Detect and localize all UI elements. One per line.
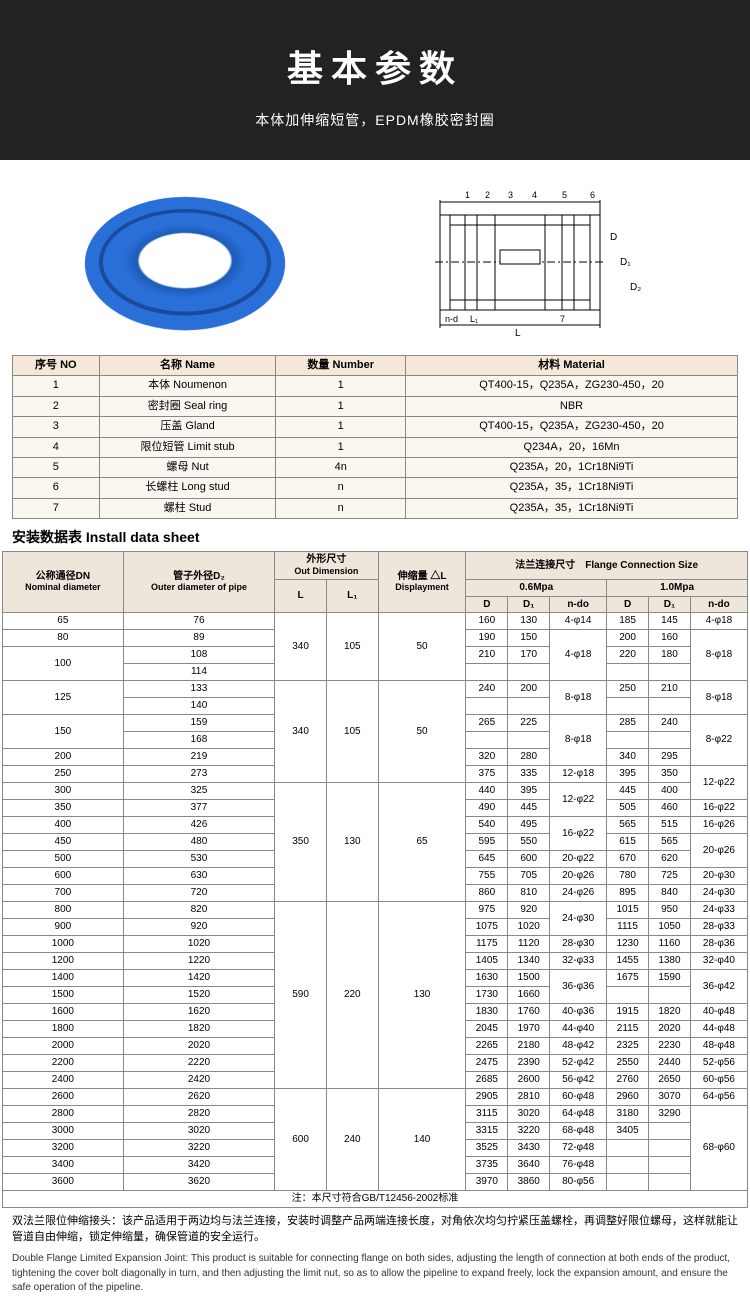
svg-text:7: 7 xyxy=(560,314,565,324)
figures-row: 1 2 3 4 5 6 △L/2 L L₁ n-d 7 D D₁ D₂ xyxy=(0,160,750,355)
data-row: 6576340105501601304-φ141851454-φ18 xyxy=(3,613,748,630)
page-subtitle: 本体加伸缩短管，EPDM橡胶密封圈 xyxy=(0,110,750,130)
footer-description-cn: 双法兰限位伸缩接头：该产品适用于两边均与法兰连接，安装时调整产品两端连接长度，对… xyxy=(12,1214,738,1246)
svg-text:1: 1 xyxy=(465,190,470,200)
schematic-drawing: 1 2 3 4 5 6 △L/2 L L₁ n-d 7 D D₁ D₂ xyxy=(390,180,670,340)
parts-row: 7螺柱 StudnQ235A，35，1Cr18Ni9Ti xyxy=(13,498,738,518)
svg-text:D: D xyxy=(610,232,617,243)
svg-text:L₁: L₁ xyxy=(470,314,478,324)
parts-row: 4限位短管 Limit stub1Q234A，20，16Mn xyxy=(13,437,738,457)
svg-text:3: 3 xyxy=(508,190,513,200)
data-row: 3003253501306544039512-φ22445400 xyxy=(3,783,748,800)
install-data-table: 公称通径DNNominal diameter 管子外径D₂Outer diame… xyxy=(2,551,748,1208)
parts-table: 序号 NO名称 Name数量 Number材料 Material 1本体 Nou… xyxy=(12,355,738,519)
page-title: 基本参数 xyxy=(0,40,750,92)
parts-row: 1本体 Noumenon1QT400-15，Q235A，ZG230-450，20 xyxy=(13,376,738,396)
svg-text:n-d: n-d xyxy=(445,314,458,324)
svg-text:D₂: D₂ xyxy=(630,282,641,293)
footer-description-en: Double Flange Limited Expansion Joint: T… xyxy=(12,1252,738,1296)
header-banner: 基本参数 本体加伸缩短管，EPDM橡胶密封圈 xyxy=(0,0,750,160)
parts-row: 5螺母 Nut4nQ235A，20，1Cr18Ni9Ti xyxy=(13,457,738,477)
parts-row: 2密封圈 Seal ring1NBR xyxy=(13,396,738,416)
svg-text:D₁: D₁ xyxy=(620,257,631,268)
standard-note: 注：本尺寸符合GB/T12456-2002标准 xyxy=(3,1191,748,1208)
install-data-title: 安装数据表 Install data sheet xyxy=(12,527,738,547)
parts-row: 3压盖 Gland1QT400-15，Q235A，ZG230-450，20 xyxy=(13,417,738,437)
product-photo xyxy=(80,180,290,340)
svg-text:5: 5 xyxy=(562,190,567,200)
parts-row: 6长螺柱 Long studnQ235A，35，1Cr18Ni9Ti xyxy=(13,478,738,498)
data-row: 80082059022013097592024-φ30101595024-φ33 xyxy=(3,902,748,919)
parts-header: 数量 Number xyxy=(276,356,406,376)
svg-text:6: 6 xyxy=(590,190,595,200)
parts-header: 材料 Material xyxy=(406,356,738,376)
data-row: 125133340105502402008-φ182502108-φ18 xyxy=(3,681,748,698)
svg-text:2: 2 xyxy=(485,190,490,200)
parts-header: 序号 NO xyxy=(13,356,100,376)
data-row: 260026206002401402905281060-φ48296030706… xyxy=(3,1089,748,1106)
svg-text:4: 4 xyxy=(532,190,537,200)
parts-header: 名称 Name xyxy=(99,356,276,376)
svg-text:L: L xyxy=(515,328,521,339)
